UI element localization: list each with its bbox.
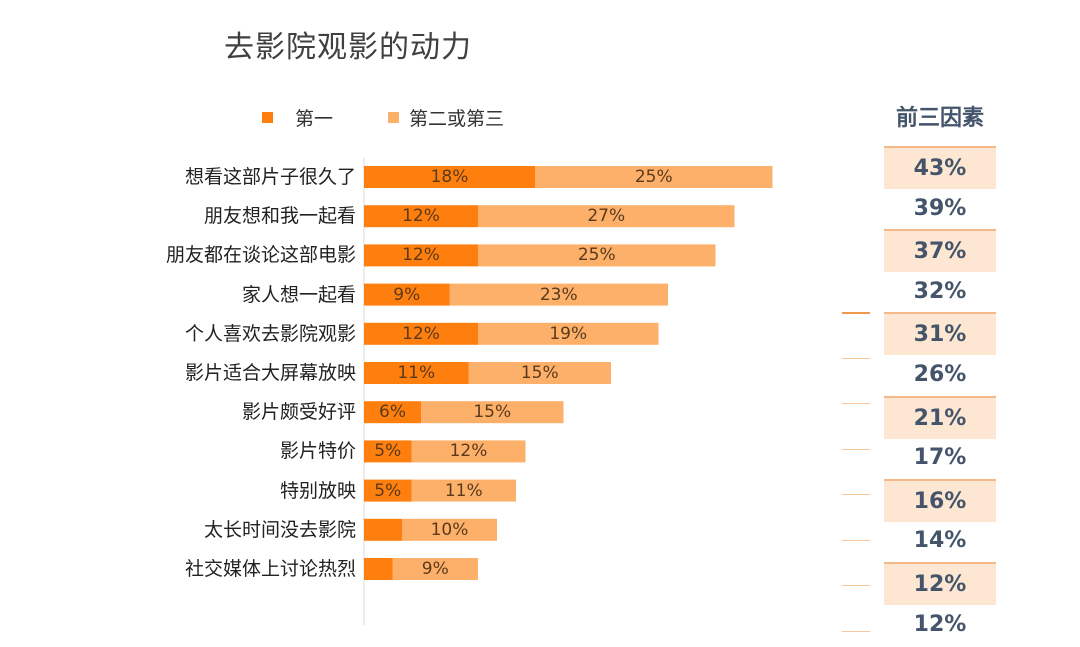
data-label: 25% [577,245,616,266]
data-label: 5% [374,441,402,462]
top3-value: 12% [884,562,996,605]
decorative-tick [842,494,870,495]
category-label: 想看这部片子很久了 [184,166,356,188]
data-label: 15% [520,363,559,383]
bar-first [364,558,393,580]
category-label: 影片适合大屏幕放映 [184,362,356,384]
top3-value: 32% [913,278,967,304]
top3-value: 26% [913,362,967,387]
data-label: 27% [587,206,626,227]
data-label: 12% [402,206,440,227]
bar-first [364,518,402,541]
data-label: 25% [634,167,673,187]
data-label: 9% [393,284,421,305]
top3-value: 21% [884,395,996,439]
decorative-tick [842,312,870,314]
bar-first [364,322,478,345]
category-label: 个人喜欢去影院观影 [184,322,356,345]
decorative-tick [842,403,870,404]
bar-second [402,518,497,541]
decorative-tick [842,448,870,450]
bar-first [364,244,478,267]
category-label: 影片特价 [279,440,356,463]
bar-first [364,401,421,424]
data-label: 23% [539,284,578,305]
bar-first [364,166,535,188]
data-label: 12% [402,245,440,266]
data-label: 12% [449,441,488,462]
bar-first [364,205,478,228]
legend-label-first: 第一 [295,108,334,130]
data-label: 10% [430,519,469,540]
decorative-tick [842,630,870,632]
data-label: 11% [444,480,483,501]
data-label: 5% [374,480,402,501]
data-label: 19% [549,323,588,344]
legend-label-second: 第二或第三 [409,108,505,130]
data-label: 15% [473,402,512,423]
bar-second [478,322,659,345]
legend-swatch-first [262,112,273,123]
category-label: 社交媒体上讨论热烈 [184,558,356,580]
bar-second [468,362,611,384]
legend-item-second: 第二或第三 [388,104,504,131]
bar-second [535,166,773,188]
bar-first [364,440,412,463]
top3-value: 31% [884,312,996,356]
category-label: 影片颇受好评 [241,401,356,424]
data-label: 11% [397,363,436,383]
bar-second [478,205,735,228]
top3-value: 17% [913,445,967,471]
legend-item-first: 第一 [262,104,333,131]
top3-header: 前三因素 [895,106,984,131]
data-label: 9% [421,559,449,579]
decorative-tick [842,585,870,586]
bar-first [364,362,469,384]
category-label: 太长时间没去影院 [203,518,356,541]
top3-value: 43% [884,146,996,189]
bar-second [411,440,526,463]
legend-swatch-second [388,112,399,123]
top3-value: 14% [913,528,967,554]
category-label: 家人想一起看 [241,283,356,306]
top3-value: 37% [884,229,996,273]
category-label: 特别放映 [279,479,356,502]
bar-second [411,479,516,502]
data-label: 12% [402,323,440,344]
data-label: 6% [379,402,406,423]
data-label: 18% [430,167,469,187]
top3-value: 12% [913,611,967,637]
category-label: 朋友想和我一起看 [203,205,356,228]
bar-second [421,401,564,424]
top3-value: 39% [913,195,967,221]
bar-second [478,244,716,267]
decorative-tick [842,539,870,541]
category-label: 朋友都在谈论这部电影 [165,244,356,267]
bar-second [392,558,478,580]
bar-first [364,479,412,502]
decorative-tick [842,357,870,359]
top3-value: 16% [884,478,996,522]
chart-title: 去影院观影的动力 [224,30,472,65]
bar-second [449,283,668,306]
bar-first [364,283,450,306]
